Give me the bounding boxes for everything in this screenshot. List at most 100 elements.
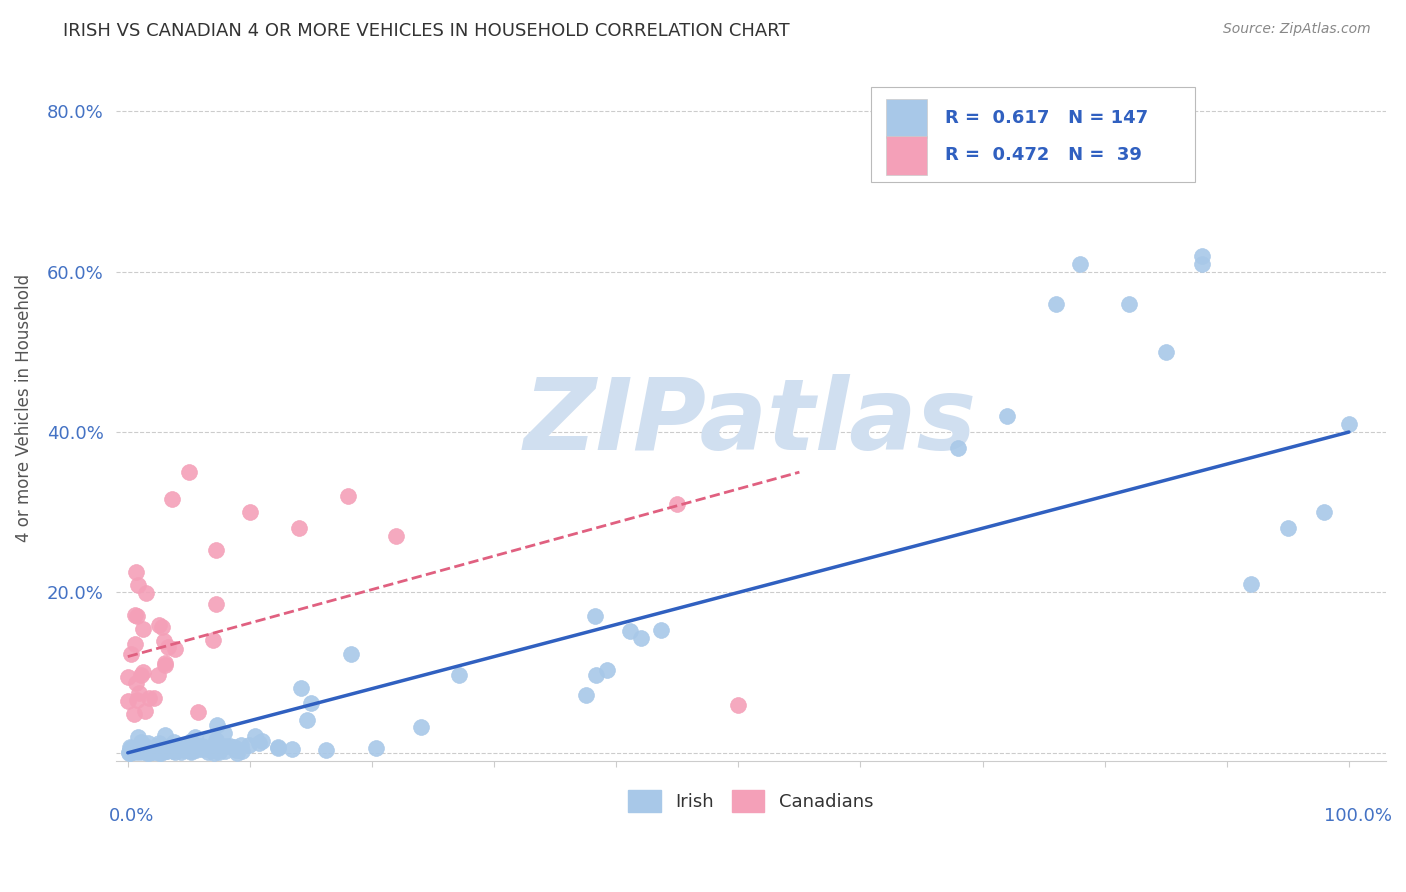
Point bbox=[156, 744, 179, 758]
Point bbox=[179, 739, 201, 753]
Point bbox=[290, 681, 312, 695]
Point bbox=[239, 505, 262, 519]
Point bbox=[202, 742, 225, 756]
Point bbox=[125, 565, 148, 579]
Text: R =  0.472   N =  39: R = 0.472 N = 39 bbox=[945, 146, 1142, 164]
Point bbox=[122, 706, 145, 721]
Point bbox=[214, 744, 236, 758]
Point bbox=[153, 743, 176, 757]
Text: 100.0%: 100.0% bbox=[1324, 806, 1392, 825]
Point bbox=[339, 647, 361, 661]
Point bbox=[129, 740, 152, 755]
Point bbox=[163, 735, 186, 749]
Point bbox=[131, 742, 153, 756]
Point bbox=[134, 704, 156, 718]
Point bbox=[153, 634, 176, 648]
Point bbox=[243, 729, 266, 743]
Point bbox=[226, 741, 249, 756]
Point bbox=[118, 746, 141, 760]
Point bbox=[148, 745, 170, 759]
Point bbox=[225, 743, 247, 757]
Point bbox=[138, 745, 160, 759]
Point bbox=[208, 745, 231, 759]
Point bbox=[170, 746, 193, 760]
Point bbox=[127, 731, 149, 745]
Point bbox=[177, 736, 200, 750]
Point bbox=[120, 741, 142, 756]
Point bbox=[187, 705, 209, 719]
Point bbox=[143, 744, 166, 758]
Point bbox=[287, 521, 309, 535]
Point bbox=[447, 668, 470, 682]
Point bbox=[187, 739, 209, 753]
Point bbox=[142, 744, 165, 758]
Point bbox=[136, 736, 159, 750]
Point bbox=[155, 742, 177, 756]
Point bbox=[118, 745, 141, 759]
Point bbox=[202, 746, 225, 760]
Point bbox=[150, 746, 173, 760]
Point bbox=[1118, 297, 1140, 311]
Point bbox=[238, 738, 260, 752]
Point bbox=[148, 746, 170, 760]
Point bbox=[226, 746, 249, 760]
Point bbox=[205, 718, 228, 732]
Point bbox=[124, 637, 146, 651]
Point bbox=[1191, 249, 1213, 263]
Point bbox=[195, 742, 218, 756]
Point bbox=[1191, 257, 1213, 271]
Point bbox=[131, 743, 153, 757]
Point bbox=[157, 740, 180, 755]
Point bbox=[165, 739, 187, 754]
Point bbox=[281, 742, 304, 756]
Point bbox=[163, 745, 186, 759]
Point bbox=[1277, 521, 1299, 535]
Point bbox=[184, 742, 207, 756]
Point bbox=[153, 657, 176, 672]
Point bbox=[180, 734, 202, 748]
Point bbox=[160, 742, 183, 756]
Point bbox=[1313, 505, 1336, 519]
Point bbox=[139, 743, 162, 757]
Point bbox=[153, 656, 176, 670]
Point bbox=[129, 667, 152, 681]
Point bbox=[184, 731, 207, 745]
Point bbox=[184, 743, 207, 757]
Point bbox=[153, 728, 176, 742]
Point bbox=[156, 742, 179, 756]
Point bbox=[191, 739, 214, 754]
Point bbox=[141, 744, 163, 758]
Point bbox=[585, 667, 607, 681]
Point bbox=[132, 665, 155, 679]
Text: R =  0.617   N = 147: R = 0.617 N = 147 bbox=[945, 109, 1147, 127]
Point bbox=[1069, 257, 1091, 271]
Point bbox=[315, 743, 337, 757]
Point bbox=[139, 743, 162, 757]
Point bbox=[167, 739, 190, 754]
Point bbox=[148, 736, 170, 750]
Point bbox=[267, 740, 290, 755]
Point bbox=[148, 617, 170, 632]
Point bbox=[134, 745, 156, 759]
Point bbox=[127, 577, 149, 591]
Point bbox=[141, 745, 163, 759]
Point bbox=[727, 698, 749, 712]
Point bbox=[366, 741, 388, 756]
Bar bbox=[886, 136, 927, 175]
Point bbox=[229, 738, 252, 752]
Point bbox=[219, 739, 242, 754]
Point bbox=[224, 739, 246, 754]
Y-axis label: 4 or more Vehicles in Household: 4 or more Vehicles in Household bbox=[15, 274, 32, 542]
Point bbox=[148, 742, 170, 756]
Point bbox=[127, 609, 149, 624]
Point bbox=[619, 624, 641, 639]
Point bbox=[160, 742, 183, 756]
Point bbox=[215, 739, 238, 753]
Point bbox=[198, 731, 221, 745]
Point bbox=[1337, 417, 1360, 431]
Point bbox=[160, 492, 183, 507]
Point bbox=[135, 743, 157, 757]
Point bbox=[162, 744, 184, 758]
Point bbox=[180, 740, 202, 755]
Point bbox=[117, 670, 139, 684]
